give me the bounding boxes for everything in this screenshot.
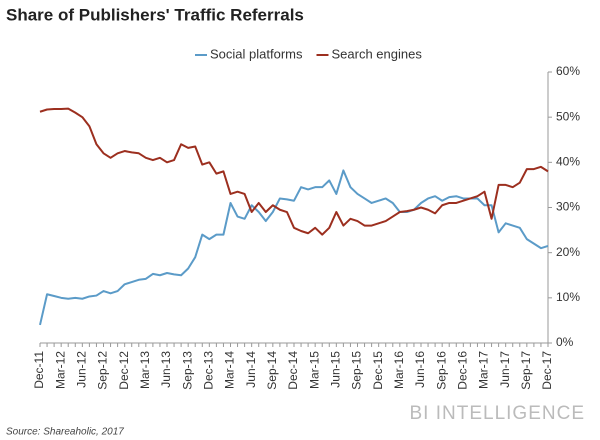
x-tick-label: Mar-15 <box>307 351 321 389</box>
x-tick-label: Sep-13 <box>180 351 194 390</box>
x-tick-label: Dec-11 <box>32 351 46 389</box>
x-tick-label: Dec-13 <box>202 351 216 390</box>
x-tick-label: Jun-15 <box>329 351 343 388</box>
y-tick-label: 10% <box>556 290 580 304</box>
y-tick-label: 0% <box>556 335 574 349</box>
x-tick-label: Dec-16 <box>456 351 470 390</box>
x-tick-label: Jun-13 <box>159 351 173 388</box>
x-tick-label: Mar-13 <box>138 351 152 389</box>
x-tick-label: Sep-12 <box>96 351 110 390</box>
y-tick-label: 60% <box>556 64 580 78</box>
y-tick-label: 30% <box>556 200 580 214</box>
x-tick-label: Mar-17 <box>477 351 491 389</box>
x-tick-label: Sep-17 <box>519 351 533 390</box>
x-tick-label: Sep-15 <box>350 351 364 390</box>
x-tick-label: Dec-17 <box>540 351 554 390</box>
x-tick-label: Dec-15 <box>371 351 385 390</box>
y-tick-label: 40% <box>556 155 580 169</box>
y-tick-label: 20% <box>556 245 580 259</box>
x-tick-label: Jun-12 <box>75 351 89 388</box>
y-tick-label: 50% <box>556 109 580 123</box>
x-tick-label: Jun-17 <box>498 351 512 388</box>
x-tick-label: Mar-12 <box>53 351 67 389</box>
legend-label: Social platforms <box>210 46 303 61</box>
branding: BI INTELLIGENCE <box>410 403 586 424</box>
x-tick-label: Sep-14 <box>265 351 279 390</box>
x-tick-label: Jun-14 <box>244 351 258 388</box>
series-line <box>39 169 549 326</box>
x-tick-label: Mar-14 <box>223 351 237 389</box>
x-tick-label: Dec-14 <box>286 351 300 390</box>
chart-title: Share of Publishers' Traffic Referrals <box>6 5 304 24</box>
source: Source: Shareaholic, 2017 <box>6 427 124 438</box>
x-tick-label: Sep-16 <box>434 351 448 390</box>
x-tick-label: Dec-12 <box>117 351 131 390</box>
x-tick-label: Mar-16 <box>392 351 406 389</box>
legend-label: Search engines <box>331 46 422 61</box>
series-line <box>39 107 549 236</box>
x-tick-label: Jun-16 <box>413 351 427 388</box>
